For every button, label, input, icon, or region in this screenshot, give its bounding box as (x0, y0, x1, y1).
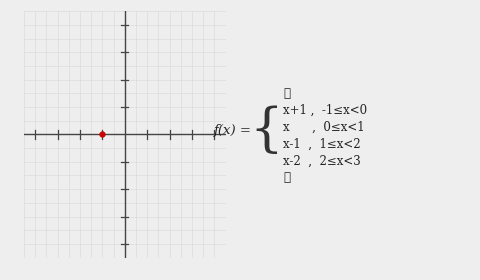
Text: ⋮: ⋮ (283, 171, 290, 184)
Text: ⋮: ⋮ (283, 87, 290, 100)
Text: x+1 ,  -1≤x<0: x+1 , -1≤x<0 (283, 104, 367, 117)
Text: x-1  ,  1≤x<2: x-1 , 1≤x<2 (283, 138, 361, 151)
Text: x-2  ,  2≤x<3: x-2 , 2≤x<3 (283, 155, 361, 167)
Text: x      ,  0≤x<1: x , 0≤x<1 (283, 121, 365, 134)
Text: {: { (250, 105, 283, 156)
Text: f(x) =: f(x) = (214, 124, 252, 137)
